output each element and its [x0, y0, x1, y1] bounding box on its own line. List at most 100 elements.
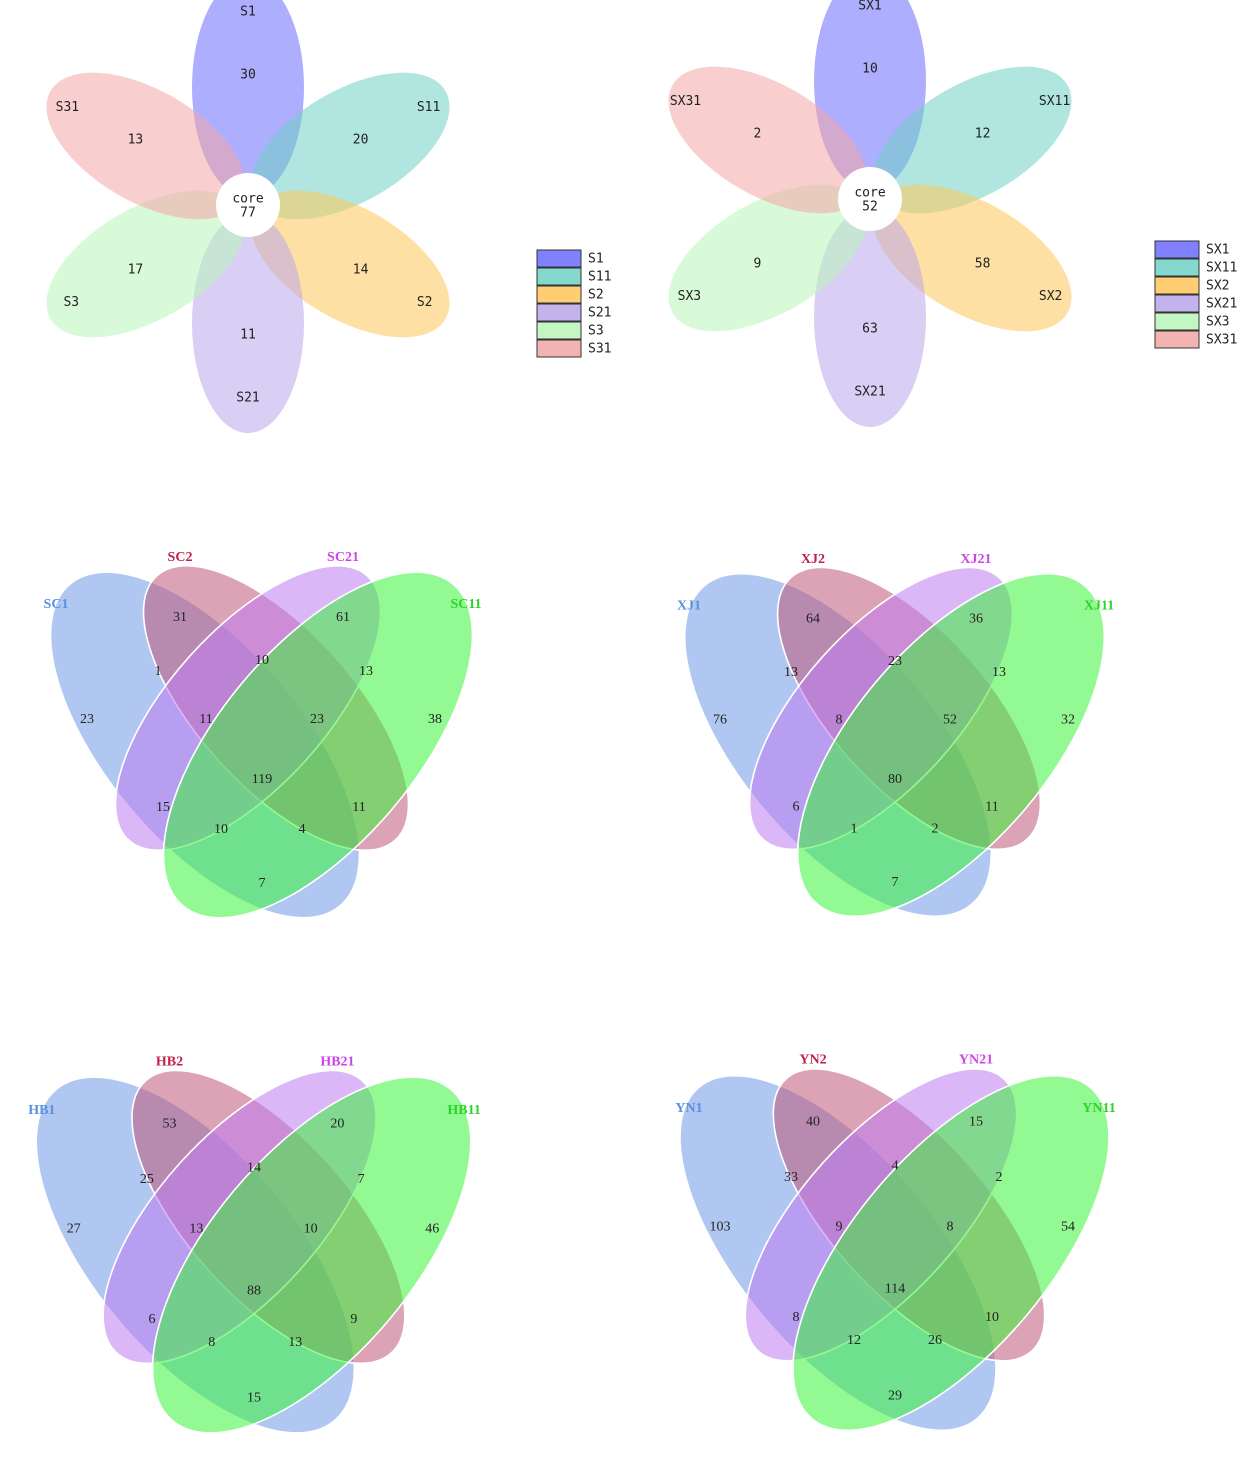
petal-s3 [46, 190, 246, 338]
region-value-cd: 13 [992, 665, 1006, 680]
core-label: core [854, 186, 885, 201]
set-label: SC11 [450, 597, 481, 612]
legend-label: S31 [588, 342, 611, 357]
region-value-acd: 12 [847, 1333, 861, 1348]
region-value-ad: 29 [888, 1388, 902, 1403]
region-value-acd: 1 [851, 821, 858, 836]
petal-label: S2 [417, 295, 433, 310]
region-value-ac: 6 [793, 800, 800, 815]
region-value-abcd: 80 [888, 772, 902, 787]
region-value-abcd: 88 [247, 1283, 261, 1298]
region-value-bcd: 10 [304, 1221, 318, 1236]
petal-value: 63 [862, 322, 878, 337]
flower-legend-2: SX1 SX11 SX2 SX21 SX3 SX31 [1154, 240, 1237, 349]
set-label: HB1 [28, 1103, 55, 1118]
region-value-bcd: 8 [947, 1219, 954, 1234]
legend-label: S3 [588, 324, 604, 339]
legend-swatch [1154, 240, 1200, 259]
set-label: SC1 [44, 597, 69, 612]
petal-label: S1 [240, 5, 256, 20]
set-label: SC2 [168, 550, 193, 565]
petal-s11 [250, 72, 450, 220]
legend-label: SX21 [1206, 297, 1237, 312]
petal-value: 30 [240, 68, 256, 83]
venn-diagram-3: 27 53 20 46 25 14 7 13 10 6 88 9 8 13 15 HB1 HB2 HB21 HB11 [28, 1055, 481, 1434]
region-value-c: 36 [969, 611, 983, 626]
region-value-ab: 25 [140, 1172, 154, 1187]
region-value-abc: 11 [199, 712, 212, 727]
petal-label: SX21 [854, 385, 885, 400]
petal-value: 9 [754, 257, 762, 272]
petal-value: 14 [353, 263, 369, 278]
region-value-d: 54 [1061, 1219, 1075, 1234]
region-value-c: 61 [336, 610, 350, 625]
region-value-bc: 14 [247, 1161, 261, 1176]
region-value-abc: 13 [189, 1221, 203, 1236]
set-label: XJ2 [801, 552, 825, 567]
region-value-c: 15 [969, 1114, 983, 1129]
region-value-d: 32 [1061, 712, 1075, 727]
petal-value: 17 [128, 263, 144, 278]
region-value-abc: 9 [836, 1219, 843, 1234]
region-value-bd: 10 [985, 1310, 999, 1325]
petal-value: 13 [128, 133, 144, 148]
region-value-bcd: 52 [943, 712, 957, 727]
petal-sx11 [872, 66, 1072, 214]
petal-s2 [250, 190, 450, 338]
petal-value: 20 [353, 133, 369, 148]
petal-label: S11 [417, 100, 440, 115]
set-label: YN1 [675, 1101, 702, 1116]
set-label: HB2 [156, 1055, 183, 1070]
set-ellipse-xj11 [796, 572, 1106, 918]
legend-swatch [536, 285, 582, 304]
petal-label: SX3 [678, 289, 701, 304]
legend-swatch [536, 249, 582, 268]
region-value-a: 103 [710, 1219, 731, 1234]
petal-value: 12 [975, 127, 991, 142]
region-value-bc: 10 [255, 653, 269, 668]
petal-sx2 [872, 184, 1072, 332]
set-label: SC21 [327, 550, 359, 565]
set-label: HB11 [447, 1103, 480, 1118]
petal-sx3 [668, 184, 868, 332]
petal-label: SX1 [858, 0, 881, 14]
set-label: YN21 [959, 1053, 993, 1068]
petal-value: 58 [975, 257, 991, 272]
set-ellipse-yn11 [792, 1074, 1110, 1432]
region-value-acd: 10 [214, 822, 228, 837]
region-value-abd: 4 [299, 822, 306, 837]
legend-swatch [536, 321, 582, 340]
legend-label: S2 [588, 288, 604, 303]
region-value-bd: 11 [352, 800, 365, 815]
legend-swatch [536, 339, 582, 358]
region-value-ab: 1 [155, 664, 162, 679]
region-value-ab: 33 [784, 1170, 798, 1185]
region-value-cd: 13 [359, 664, 373, 679]
legend-label: SX3 [1206, 315, 1229, 330]
region-value-bc: 4 [892, 1159, 899, 1174]
region-value-a: 23 [80, 712, 94, 727]
region-value-abcd: 119 [252, 772, 272, 787]
petal-s31 [46, 72, 246, 220]
legend-swatch [1154, 294, 1200, 313]
set-label: HB21 [320, 1055, 354, 1070]
core-value: 77 [240, 206, 256, 221]
set-ellipse-hb11 [151, 1076, 472, 1434]
legend-swatch [536, 267, 582, 286]
region-value-d: 46 [425, 1221, 439, 1236]
region-value-abc: 8 [836, 712, 843, 727]
region-value-bd: 9 [350, 1312, 357, 1327]
region-value-a: 76 [713, 712, 727, 727]
petal-label: S3 [63, 295, 79, 310]
set-label: XJ11 [1084, 599, 1114, 614]
region-value-b: 31 [173, 610, 187, 625]
region-value-abd: 13 [288, 1335, 302, 1350]
region-value-b: 40 [806, 1114, 820, 1129]
region-value-ac: 15 [156, 800, 170, 815]
legend-swatch [536, 303, 582, 322]
region-value-cd: 2 [996, 1170, 1003, 1185]
region-value-bc: 23 [888, 654, 902, 669]
region-value-ad: 7 [892, 875, 899, 890]
